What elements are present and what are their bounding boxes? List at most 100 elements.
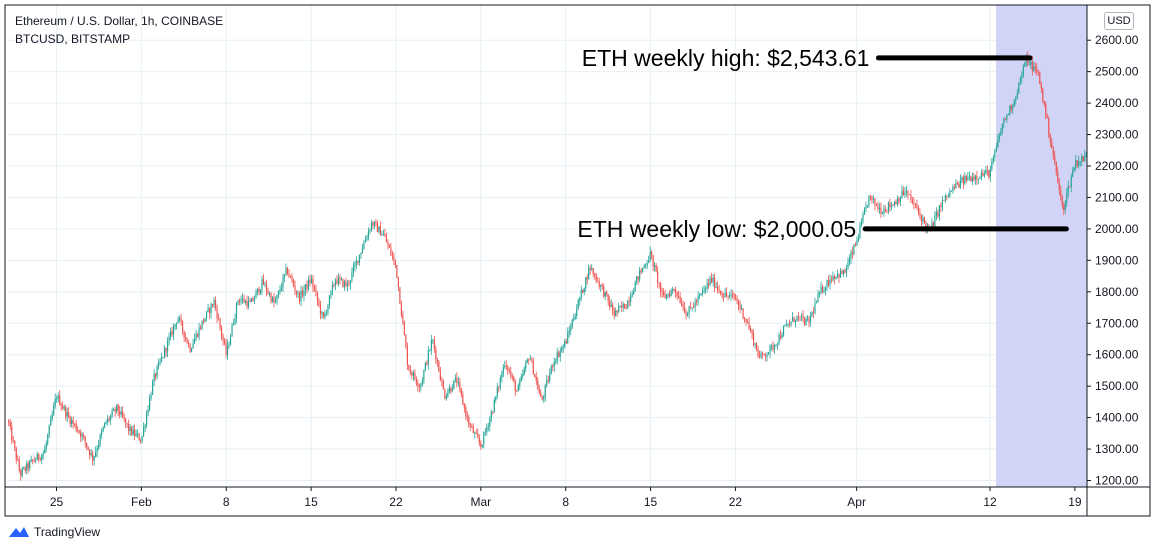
candle-body bbox=[661, 291, 663, 293]
time-tick-label: 8 bbox=[562, 495, 569, 509]
compare-symbol[interactable]: BTCUSD, BITSTAMP bbox=[15, 32, 131, 46]
candle-body bbox=[875, 204, 878, 206]
candle-body bbox=[657, 271, 659, 283]
candle-body bbox=[598, 281, 600, 287]
candle-body bbox=[384, 234, 386, 237]
candle-body bbox=[480, 442, 482, 448]
candle-body bbox=[618, 306, 620, 312]
candle-body bbox=[1031, 61, 1033, 71]
candle-body bbox=[580, 289, 582, 299]
candle-body bbox=[1061, 196, 1063, 206]
candle-body bbox=[435, 348, 437, 360]
candle-body bbox=[690, 306, 692, 308]
candle-body bbox=[812, 311, 815, 313]
candle-body bbox=[487, 426, 489, 428]
candle-body bbox=[167, 340, 169, 352]
candle-body bbox=[809, 315, 812, 323]
candle-body bbox=[217, 318, 220, 320]
candle-body bbox=[32, 459, 34, 461]
candle-body bbox=[426, 362, 428, 365]
candle-body bbox=[564, 341, 566, 347]
candle-body bbox=[199, 327, 202, 329]
time-tick-label: 19 bbox=[1068, 495, 1082, 509]
candle-body bbox=[102, 427, 104, 432]
candle-body bbox=[543, 396, 545, 400]
candle-body bbox=[51, 414, 53, 420]
candle-body bbox=[1070, 176, 1072, 187]
candle-body bbox=[585, 277, 587, 289]
candle-body bbox=[940, 205, 942, 207]
candle-body bbox=[42, 453, 44, 455]
candle-body bbox=[722, 296, 725, 298]
candle-body bbox=[454, 377, 456, 381]
candle-body bbox=[532, 360, 534, 375]
candle-body bbox=[646, 262, 648, 266]
candle-body bbox=[890, 204, 893, 208]
candle-body bbox=[752, 333, 755, 345]
candle-body bbox=[805, 318, 807, 325]
candle-body bbox=[80, 432, 82, 437]
candle-body bbox=[979, 177, 981, 179]
candle-body bbox=[1085, 155, 1087, 156]
candle-body bbox=[54, 399, 56, 406]
candle-body bbox=[204, 318, 206, 323]
chart-legend: Ethereum / U.S. Dollar, 1h, COINBASE BTC… bbox=[15, 12, 223, 48]
candle-body bbox=[703, 288, 705, 291]
candle-body bbox=[340, 279, 343, 280]
candle-body bbox=[794, 320, 797, 322]
candles bbox=[8, 51, 1087, 481]
candle-body bbox=[925, 222, 927, 229]
weekly-low-label: ETH weekly low: $2,000.05 bbox=[577, 216, 856, 242]
candle-body bbox=[442, 381, 444, 390]
candle-body bbox=[186, 338, 188, 344]
currency-badge[interactable]: USD bbox=[1104, 12, 1134, 30]
candle-body bbox=[651, 251, 653, 256]
candle-body bbox=[189, 344, 191, 352]
symbol-title[interactable]: Ethereum / U.S. Dollar, 1h, COINBASE bbox=[15, 14, 224, 28]
candle-body bbox=[15, 447, 17, 460]
candle-body bbox=[247, 300, 250, 307]
candle-body bbox=[627, 300, 629, 309]
candle-body bbox=[679, 296, 681, 304]
candle-body bbox=[348, 283, 350, 285]
candle-body bbox=[886, 210, 888, 212]
time-tick-label: 25 bbox=[50, 495, 64, 509]
candle-body bbox=[712, 277, 714, 283]
candle-body bbox=[149, 397, 151, 410]
candle-body bbox=[38, 453, 40, 459]
candle-body bbox=[982, 173, 984, 176]
candle-body bbox=[17, 459, 19, 461]
candle-body bbox=[336, 280, 338, 284]
candle-body bbox=[896, 198, 899, 205]
candle-body bbox=[468, 417, 470, 426]
candle-body bbox=[1043, 100, 1045, 105]
candle-body bbox=[914, 204, 917, 206]
candle-body bbox=[408, 364, 410, 371]
candle-body bbox=[507, 366, 509, 371]
candle-body bbox=[520, 376, 522, 382]
candle-body bbox=[376, 223, 379, 233]
candle-body bbox=[992, 157, 994, 162]
candle-body bbox=[959, 180, 961, 188]
candle-body bbox=[483, 432, 485, 445]
candle-body bbox=[9, 422, 11, 427]
candle-body bbox=[907, 191, 909, 195]
candle-body bbox=[517, 385, 519, 392]
candle-body bbox=[178, 318, 181, 319]
candle-body bbox=[818, 292, 821, 294]
candle-body bbox=[743, 318, 746, 320]
candle-body bbox=[234, 317, 236, 324]
candle-body bbox=[820, 286, 822, 293]
candle-body bbox=[1019, 78, 1021, 83]
candle-body bbox=[181, 321, 184, 331]
candle-body bbox=[589, 267, 591, 270]
brand-label[interactable]: TradingView bbox=[34, 525, 101, 539]
candle-body bbox=[261, 279, 263, 290]
candle-body bbox=[538, 389, 540, 394]
candle-body bbox=[871, 195, 873, 200]
candle-body bbox=[116, 404, 118, 412]
candle-body bbox=[231, 324, 233, 337]
candle-body bbox=[884, 208, 887, 211]
candle-body bbox=[333, 285, 335, 286]
